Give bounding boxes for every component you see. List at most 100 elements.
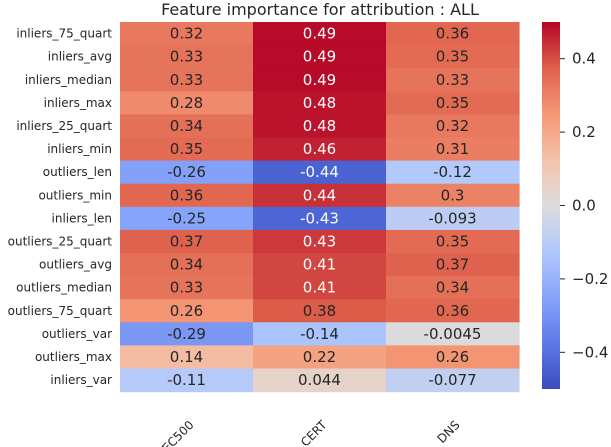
cell-value-label: 0.32 [436,117,469,135]
heatmap-cell [386,229,520,254]
cell-value-label: 0.26 [436,348,469,366]
cell-value-label: 0.36 [436,25,469,43]
cell-value-label: 0.35 [436,94,469,112]
cell-value-label: 0.31 [436,140,469,158]
heatmap-cell [120,114,254,139]
heatmap-cell [253,160,387,185]
cell-value-label: 0.34 [170,117,203,135]
heatmap-cell [120,45,254,69]
cell-value-label: 0.28 [170,94,203,112]
heatmap-cell [120,368,254,393]
heatmap-cell [253,114,387,139]
cell-value-label: 0.14 [170,348,203,366]
heatmap-cell [253,22,387,46]
cell-value-label: 0.35 [436,48,469,66]
cell-value-label: 0.33 [170,279,203,297]
row-label: inliers_var [50,373,112,387]
heatmap-cell [253,368,387,393]
row-label: outliers_median [16,281,112,295]
cell-value-label: 0.49 [303,25,336,43]
heatmap-cell [120,253,254,277]
heatmap-cell [120,206,254,231]
heatmap-cell [386,253,520,277]
cell-value-label: -0.093 [428,209,476,227]
row-label: inliers_25_quart [16,119,112,133]
heatmap-cell [120,345,254,370]
chart-title: Feature importance for attribution : ALL [161,0,479,19]
row-label: inliers_avg [48,50,112,64]
heatmap-cell [386,160,520,185]
cell-value-label: -0.12 [433,163,472,181]
cell-value-label: 0.34 [170,256,203,274]
heatmap-cell [120,229,254,254]
row-label: inliers_75_quart [16,27,112,41]
heatmap-cell [386,299,520,323]
cell-value-label: 0.41 [303,279,336,297]
heatmap-cell [253,253,387,277]
cell-value-label: 0.48 [303,117,336,135]
cell-value-label: 0.37 [170,232,203,250]
cell-value-label: 0.44 [303,186,336,204]
row-label: outliers_max [35,350,112,364]
heatmap-cell [386,322,520,346]
row-label: inliers_max [44,96,112,110]
cell-value-label: -0.0045 [424,325,482,343]
row-label: outliers_var [42,327,112,341]
cell-value-label: 0.35 [436,232,469,250]
heatmap-cell [386,368,520,393]
cell-value-label: 0.22 [303,348,336,366]
cell-value-label: 0.46 [303,140,336,158]
heatmap-cell [386,276,520,300]
cell-value-label: 0.36 [170,186,203,204]
heatmap-cell [253,91,387,115]
cell-value-label: -0.14 [300,325,339,343]
cell-value-label: 0.37 [436,256,469,274]
heatmap-cell [253,322,387,346]
cell-value-label: 0.43 [303,232,336,250]
heatmap-cell [120,322,254,346]
colorbar-tick-label: 0.4 [572,50,596,68]
heatmap-cell [120,68,254,92]
heatmap-cell [386,45,520,69]
heatmap-cell [386,114,520,139]
colorbar-tick-label: 0.0 [572,197,596,215]
cell-value-label: 0.33 [170,71,203,89]
row-label: outliers_len [43,165,112,179]
row-label: inliers_median [25,73,112,87]
cell-value-label: 0.26 [170,302,203,320]
cell-value-label: 0.36 [436,302,469,320]
colorbar-tick-label: 0.2 [572,123,596,141]
heatmap-cell [253,45,387,69]
heatmap-cell [120,183,254,208]
colorbar-tick-label: −0.4 [572,343,608,361]
heatmap-cell [253,229,387,254]
column-labels: SEC500 CERT DNS [154,417,463,447]
cell-value-label: 0.49 [303,71,336,89]
heatmap-cell [120,137,254,162]
row-labels: inliers_75_quart inliers_avg inliers_media… [8,27,113,387]
heatmap-cell [386,22,520,46]
cell-value-label: 0.044 [298,371,341,389]
row-label: inliers_min [47,142,112,156]
heatmap-cell [253,137,387,162]
cell-value-label: -0.26 [167,163,206,181]
heatmap-cell [386,345,520,370]
row-label: outliers_25_quart [8,234,113,248]
cell-value-label: 0.49 [303,48,336,66]
heatmap-cell [120,299,254,323]
heatmap-cell [120,276,254,300]
cell-value-label: 0.48 [303,94,336,112]
heatmap-cell [386,137,520,162]
heatmap-cell [253,345,387,370]
colorbar-gradient [542,22,560,389]
heatmap-cell [120,91,254,115]
cell-value-label: 0.3 [441,186,465,204]
column-label: DNS [434,418,462,446]
heatmap-cell [253,206,387,231]
column-label: SEC500 [154,418,197,447]
cell-value-label: 0.33 [170,48,203,66]
cell-value-label: -0.25 [167,209,206,227]
row-label: outliers_min [38,188,112,202]
row-label: inliers_len [52,211,113,225]
